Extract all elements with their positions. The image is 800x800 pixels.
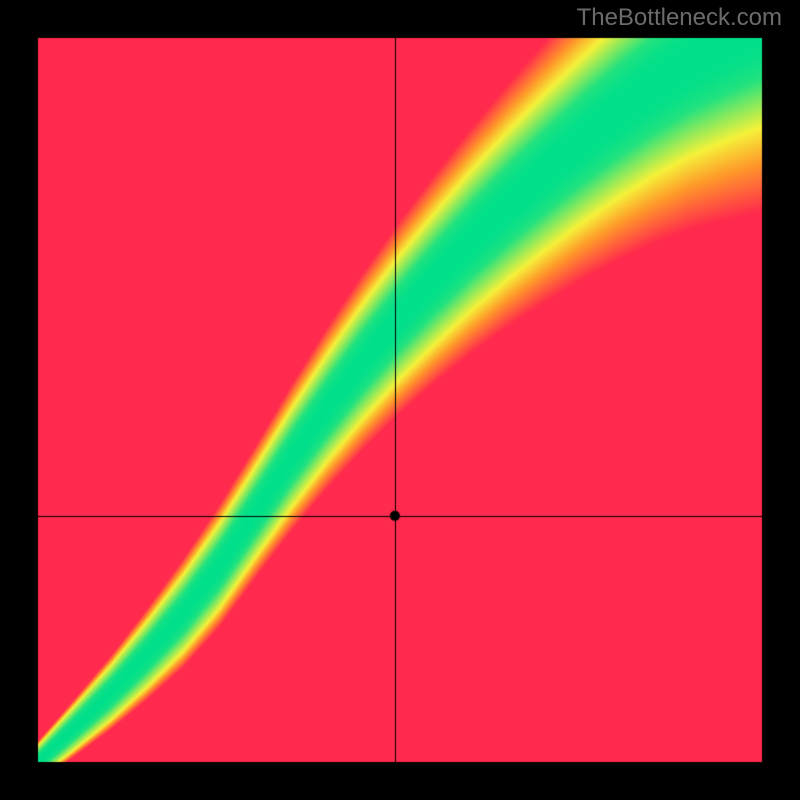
heatmap-canvas (0, 0, 800, 800)
watermark-text: TheBottleneck.com (577, 4, 782, 32)
chart-container: TheBottleneck.com (0, 0, 800, 800)
